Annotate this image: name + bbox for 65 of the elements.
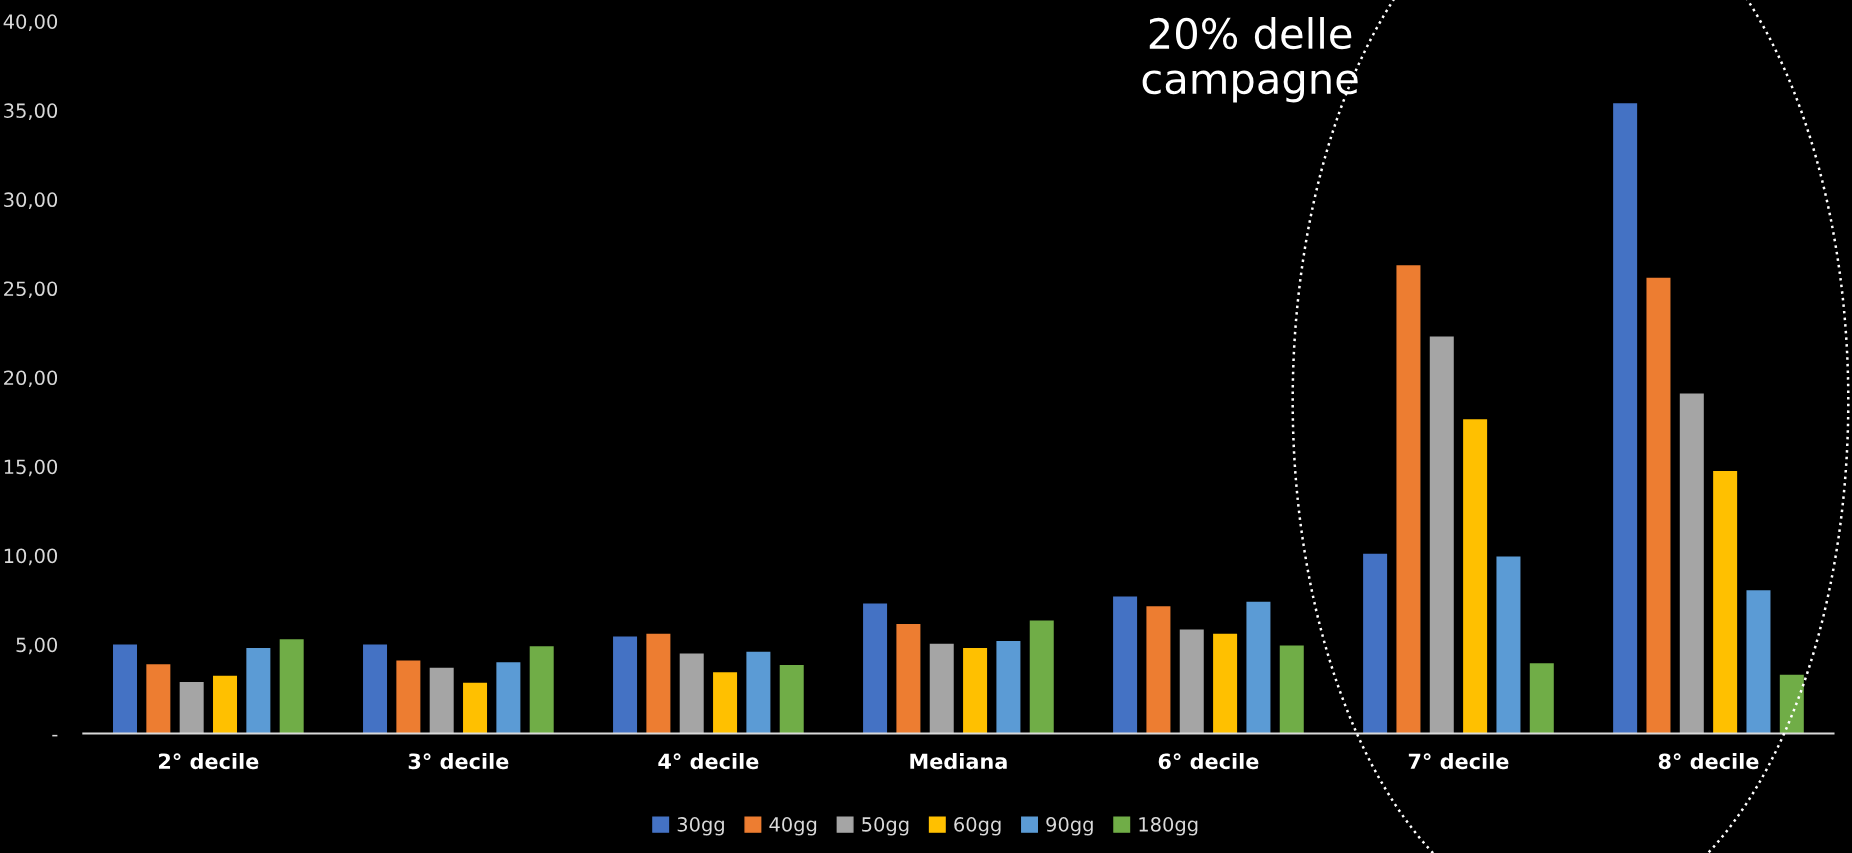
bar bbox=[496, 662, 521, 734]
bar bbox=[1363, 553, 1388, 734]
bar bbox=[646, 633, 671, 734]
legend-label: 50gg bbox=[862, 817, 909, 836]
bar bbox=[1213, 633, 1238, 734]
bar bbox=[679, 653, 704, 734]
bar bbox=[613, 636, 638, 734]
bar bbox=[113, 644, 138, 734]
bar bbox=[1029, 620, 1054, 734]
bar bbox=[1646, 277, 1671, 734]
bar bbox=[863, 603, 888, 734]
x-tick-label: Mediana bbox=[910, 753, 1007, 770]
bar bbox=[463, 682, 488, 734]
bar bbox=[1279, 645, 1304, 734]
bar bbox=[929, 643, 954, 734]
y-tick-label: 35,00 bbox=[4, 103, 58, 120]
bar bbox=[996, 640, 1021, 734]
bar bbox=[1529, 663, 1554, 734]
bar bbox=[963, 648, 988, 734]
bar bbox=[1613, 103, 1638, 734]
bar bbox=[1396, 265, 1421, 734]
bar bbox=[1713, 470, 1738, 734]
bar bbox=[146, 664, 171, 734]
y-tick-label: 5,00 bbox=[16, 637, 58, 655]
bar bbox=[1246, 601, 1271, 734]
x-tick-label: 7° decile bbox=[1408, 753, 1509, 770]
bar bbox=[779, 665, 804, 734]
y-tick-label: 20,00 bbox=[4, 370, 58, 388]
x-tick-label: 6° decile bbox=[1158, 753, 1259, 770]
y-tick-label: 25,00 bbox=[4, 281, 58, 299]
bar bbox=[363, 644, 388, 734]
bar bbox=[1779, 674, 1804, 734]
legend-label: 40gg bbox=[769, 817, 817, 836]
annotation: 20% delle campagne bbox=[1142, 17, 1358, 103]
y-tick-label: - bbox=[52, 734, 58, 737]
x-tick-label: 8° decile bbox=[1658, 753, 1759, 770]
bar bbox=[246, 648, 271, 734]
bar bbox=[1429, 336, 1454, 734]
bar bbox=[1463, 419, 1488, 734]
y-tick-label: 30,00 bbox=[4, 192, 58, 210]
bar bbox=[1496, 556, 1521, 734]
bar bbox=[713, 672, 738, 734]
bar bbox=[896, 624, 921, 734]
y-tick-label: 15,00 bbox=[4, 459, 58, 477]
bar bbox=[1679, 393, 1704, 734]
x-tick-label: 4° decile bbox=[658, 753, 759, 770]
legend-label: 30gg bbox=[677, 817, 724, 836]
y-tick-label: 40,00 bbox=[3, 14, 58, 31]
bar bbox=[1113, 596, 1138, 734]
x-tick-label: 2° decile bbox=[159, 753, 259, 770]
legend-label: 90gg bbox=[1046, 817, 1093, 836]
bar bbox=[1746, 590, 1771, 734]
bar bbox=[429, 667, 454, 734]
bar bbox=[213, 675, 238, 734]
bar bbox=[279, 639, 304, 734]
bar bbox=[529, 646, 554, 734]
bar bbox=[746, 651, 771, 734]
bar bbox=[179, 681, 204, 734]
y-tick-label: 10,00 bbox=[4, 548, 58, 566]
legend-label: 60gg bbox=[954, 817, 1001, 836]
x-tick-label: 3° decile bbox=[408, 753, 509, 770]
bar bbox=[396, 660, 421, 734]
bar bbox=[1146, 606, 1171, 734]
bar bbox=[1179, 629, 1204, 734]
legend-label: 180gg bbox=[1139, 817, 1198, 836]
